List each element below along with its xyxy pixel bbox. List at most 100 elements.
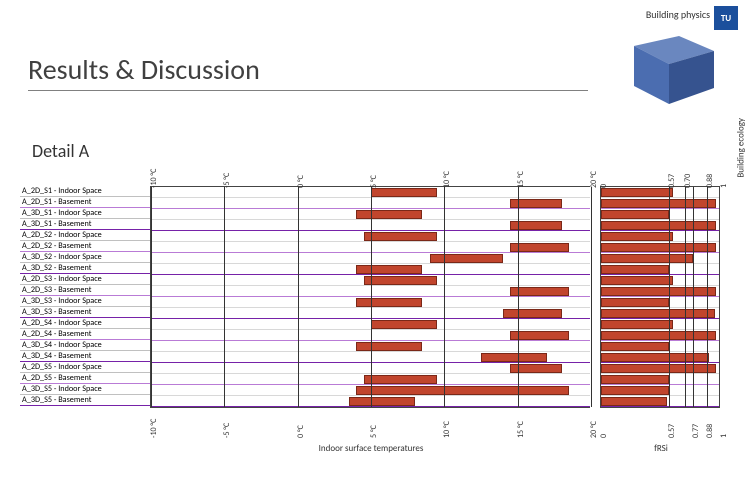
frsi-bar [601, 276, 673, 285]
frsi-row [601, 341, 719, 352]
row-label: A_3D_S4 - Basement [20, 351, 150, 362]
frsi-bar [601, 188, 673, 197]
temp-row [151, 264, 590, 275]
temp-row [151, 352, 590, 363]
row-label: A_3D_S4 - Indoor Space [20, 340, 150, 351]
temp-tick-label: 5 °C [369, 425, 379, 438]
temp-top-ticks: -10 °C-5 °C0 °C5 °C10 °C15 °C20 °C [151, 163, 590, 187]
frsi-row [601, 396, 719, 407]
subtitle: Detail A [32, 140, 89, 162]
temp-row [151, 275, 590, 286]
frsi-row [601, 297, 719, 308]
frsi-bottom-ticks: 00.570.770.881 [601, 407, 719, 431]
frsi-bar [601, 287, 716, 296]
frsi-row [601, 198, 719, 209]
temp-bar [356, 386, 569, 395]
row-label: A_2D_S1 - Indoor Space [20, 186, 150, 197]
row-label: A_3D_S1 - Basement [20, 219, 150, 230]
row-label: A_3D_S3 - Basement [20, 307, 150, 318]
frsi-bar [601, 265, 669, 274]
frsi-row [601, 286, 719, 297]
row-label: A_3D_S3 - Indoor Space [20, 296, 150, 307]
frsi-row [601, 352, 719, 363]
slide: Results & Discussion Building physics TU… [0, 0, 754, 500]
frsi-row [601, 275, 719, 286]
row-label: A_2D_S3 - Basement [20, 285, 150, 296]
row-label: A_2D_S5 - Indoor Space [20, 362, 150, 373]
frsi-tick-label: 1 [719, 184, 729, 188]
temp-bar [349, 397, 415, 406]
temp-row [151, 231, 590, 242]
temp-row [151, 297, 590, 308]
temp-row [151, 319, 590, 330]
frsi-bar [601, 375, 669, 384]
frsi-bar [601, 353, 709, 362]
frsi-bar [601, 386, 669, 395]
frsi-row [601, 220, 719, 231]
temp-row [151, 341, 590, 352]
row-label: A_2D_S2 - Basement [20, 241, 150, 252]
frsi-tick-label: 0.88 [705, 424, 715, 438]
frsi-row [601, 264, 719, 275]
frsi-tick-label: 0.88 [705, 174, 715, 188]
frsi-row [601, 187, 719, 198]
building-physics-label: Building physics [646, 8, 710, 21]
temp-tick-label: 0 °C [296, 425, 306, 438]
row-label: A_2D_S4 - Basement [20, 329, 150, 340]
temp-tick-label: 15 °C [516, 421, 526, 438]
temp-gridline [591, 187, 592, 407]
frsi-tick-label: 0.57 [667, 424, 677, 438]
frsi-row [601, 385, 719, 396]
frsi-tick-label: 0.70 [683, 174, 693, 188]
frsi-rows [601, 187, 719, 407]
temp-bar [371, 320, 437, 329]
temp-bar [364, 276, 437, 285]
temp-row [151, 308, 590, 319]
temp-bar [510, 199, 561, 208]
temp-bar [356, 265, 422, 274]
frsi-row [601, 231, 719, 242]
temp-row [151, 209, 590, 220]
temp-row [151, 396, 590, 407]
frsi-bar [601, 342, 669, 351]
frsi-row [601, 242, 719, 253]
frsi-row [601, 363, 719, 374]
cube-icon [624, 26, 724, 116]
frsi-top-ticks: 00.570.700.881 [601, 163, 719, 187]
frsi-bar [601, 397, 667, 406]
row-label: A_3D_S5 - Basement [20, 395, 150, 406]
frsi-bar [601, 331, 716, 340]
frsi-tick-label: 0.77 [691, 424, 701, 438]
row-label: A_3D_S2 - Basement [20, 263, 150, 274]
frsi-row [601, 374, 719, 385]
temp-rows [151, 187, 590, 407]
temp-row [151, 242, 590, 253]
temp-row [151, 374, 590, 385]
temp-row [151, 187, 590, 198]
row-label: A_2D_S3 - Indoor Space [20, 274, 150, 285]
temp-bar [503, 309, 562, 318]
temp-bar [430, 254, 503, 263]
temp-tick-label: 15 °C [516, 171, 526, 188]
frsi-row [601, 209, 719, 220]
logo-area: Building physics TU Building ecology [608, 8, 738, 128]
frsi-bar [601, 199, 716, 208]
temp-bar [364, 232, 437, 241]
row-label: A_2D_S1 - Basement [20, 197, 150, 208]
chart-area: A_2D_S1 - Indoor SpaceA_2D_S1 - Basement… [20, 162, 734, 482]
temp-tick-label: -10 °C [149, 169, 159, 188]
temp-tick-label: -5 °C [222, 423, 232, 438]
frsi-bar [601, 320, 673, 329]
frsi-bar [601, 309, 715, 318]
row-labels-column: A_2D_S1 - Indoor SpaceA_2D_S1 - Basement… [20, 186, 150, 406]
temp-tick-label: -10 °C [149, 419, 159, 438]
row-label: A_2D_S5 - Basement [20, 373, 150, 384]
row-label: A_2D_S2 - Indoor Space [20, 230, 150, 241]
temp-row [151, 220, 590, 231]
temp-row [151, 198, 590, 209]
temp-bar [510, 364, 561, 373]
frsi-bar [601, 298, 669, 307]
frsi-row [601, 330, 719, 341]
frsi-bar [601, 221, 716, 230]
building-ecology-label: Building ecology [736, 118, 747, 178]
